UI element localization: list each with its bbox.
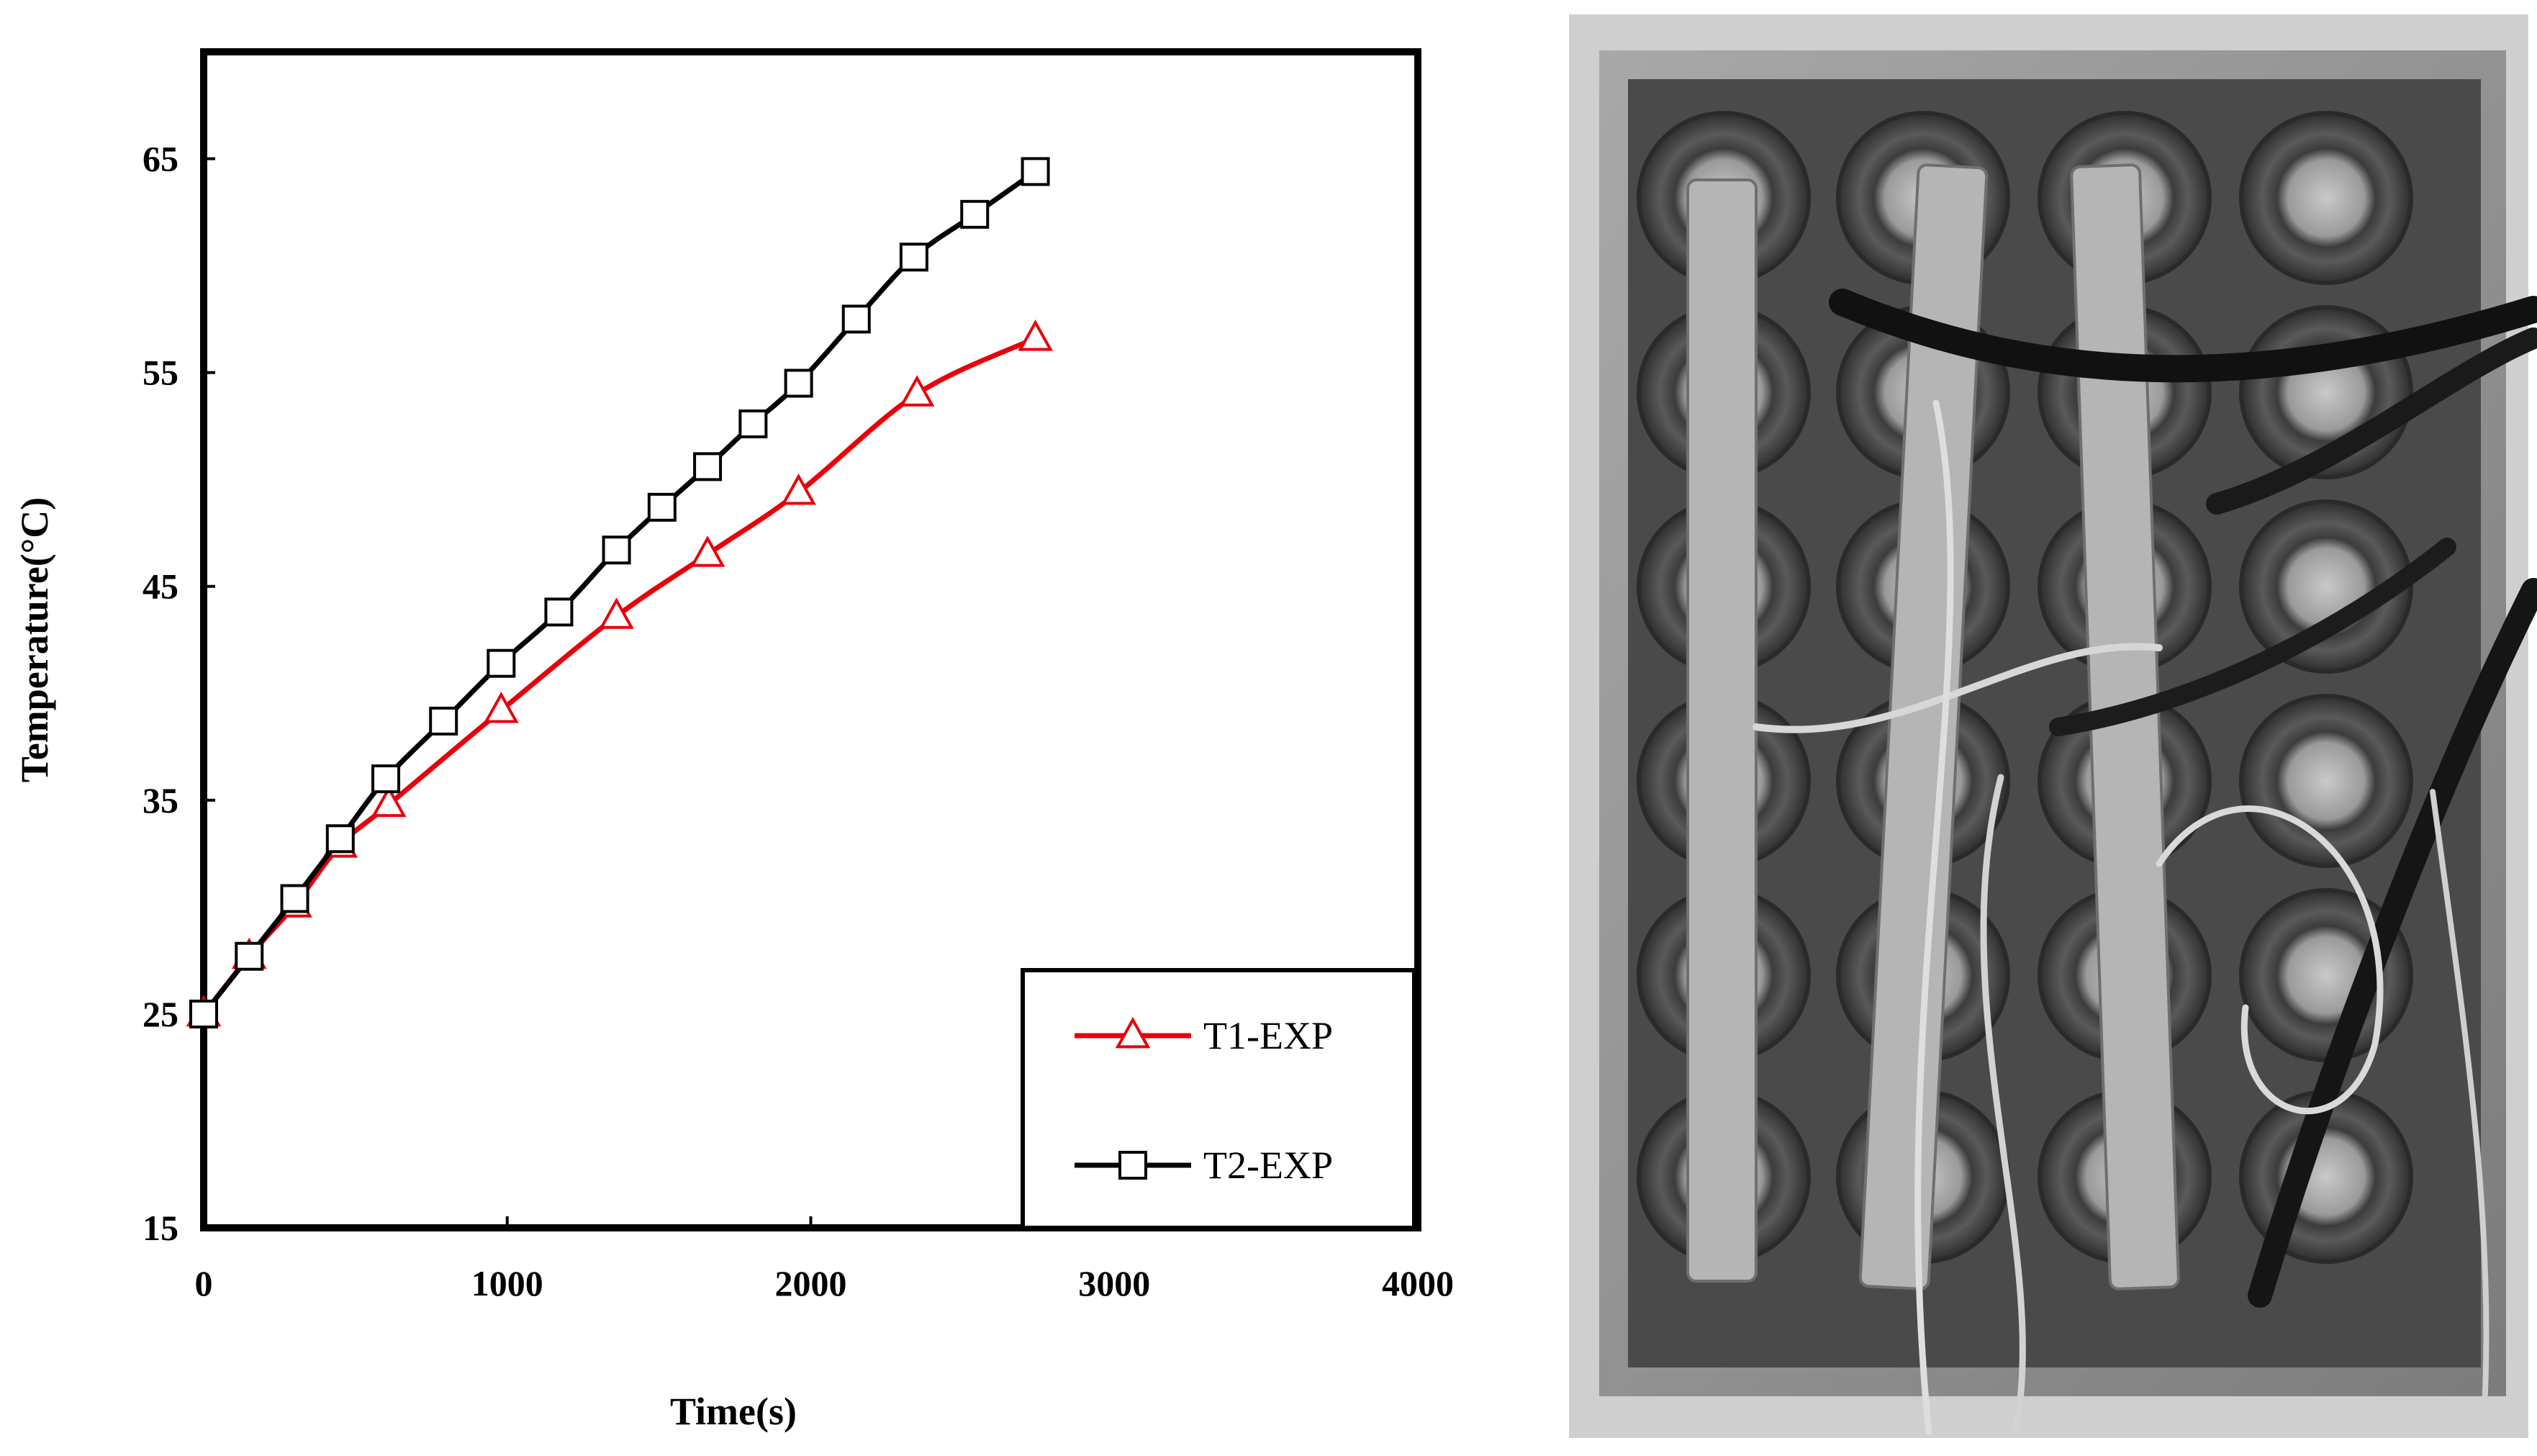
data-point [602, 535, 631, 565]
data-point [1021, 157, 1050, 186]
white-wire [2430, 789, 2489, 1435]
legend-label: T2-EXP [1203, 1144, 1333, 1187]
data-point [487, 648, 516, 678]
black-cable [1829, 289, 2537, 383]
y-tick-label: 35 [143, 780, 178, 820]
data-point [371, 785, 407, 818]
white-wire [2156, 805, 2384, 1114]
data-point [325, 824, 355, 854]
data-point [484, 691, 519, 723]
battery-cell [2239, 499, 2413, 674]
battery-cell [2239, 694, 2413, 868]
x-axis-ticks: 0 1000 2000 3000 4000 [195, 1216, 1454, 1303]
black-cable [2049, 538, 2456, 736]
data-point [693, 452, 723, 481]
data-point [544, 597, 574, 627]
y-tick-label: 65 [143, 139, 178, 179]
x-tick-label: 4000 [1382, 1263, 1454, 1303]
data-point [371, 764, 401, 794]
battery-cell [2239, 111, 2413, 285]
white-wire [1914, 399, 1954, 1436]
data-point [599, 597, 634, 629]
x-tick-label: 0 [195, 1263, 213, 1303]
x-tick-label: 1000 [471, 1263, 543, 1303]
x-tick-label: 3000 [1078, 1263, 1150, 1303]
legend-box [1021, 968, 1416, 1230]
legend-label: T1-EXP [1203, 1014, 1333, 1057]
data-point [899, 243, 928, 272]
data-point [738, 409, 768, 438]
data-point [960, 199, 990, 229]
data-point [280, 884, 309, 913]
x-axis-title: Time(s) [670, 1390, 797, 1433]
data-point [647, 492, 677, 522]
data-point [689, 535, 725, 567]
data-point [781, 473, 816, 505]
data-point [1018, 320, 1053, 351]
x-tick-label: 2000 [775, 1263, 847, 1303]
black-cable [2248, 578, 2537, 1308]
black-cable [2206, 327, 2537, 515]
data-point [784, 368, 813, 398]
data-point [189, 999, 218, 1028]
y-axis-title: Temperature(°C) [13, 497, 56, 783]
legend: T1-EXP T2-EXP [1021, 968, 1416, 1230]
y-tick-label: 15 [143, 1208, 178, 1248]
legend-marker [1115, 1016, 1151, 1049]
y-tick-label: 45 [143, 566, 178, 607]
legend-item: T2-EXP [1075, 1144, 1333, 1187]
nickel-strip [1686, 178, 1758, 1283]
series-layer [186, 157, 1053, 1028]
legend-item: T1-EXP [1075, 1014, 1333, 1057]
battery-pack-photo [1569, 14, 2537, 1438]
white-wire [1753, 643, 2163, 733]
legend-marker [1118, 1151, 1147, 1180]
data-point [429, 706, 458, 736]
nickel-strip [1858, 163, 1989, 1290]
series-t2-exp [189, 157, 1050, 1028]
y-tick-label: 55 [143, 353, 178, 393]
temperature-chart: 0 1000 2000 3000 4000 15 25 35 45 55 65 Time(s) T… [13, 48, 1454, 1433]
y-tick-label: 25 [143, 994, 178, 1034]
data-point [899, 375, 935, 407]
thermocouple-wires [1753, 289, 2537, 1436]
white-wire [1980, 774, 2026, 1436]
data-point [235, 941, 264, 971]
y-axis-ticks: 15 25 35 45 55 65 [143, 139, 215, 1248]
data-point [841, 304, 871, 334]
